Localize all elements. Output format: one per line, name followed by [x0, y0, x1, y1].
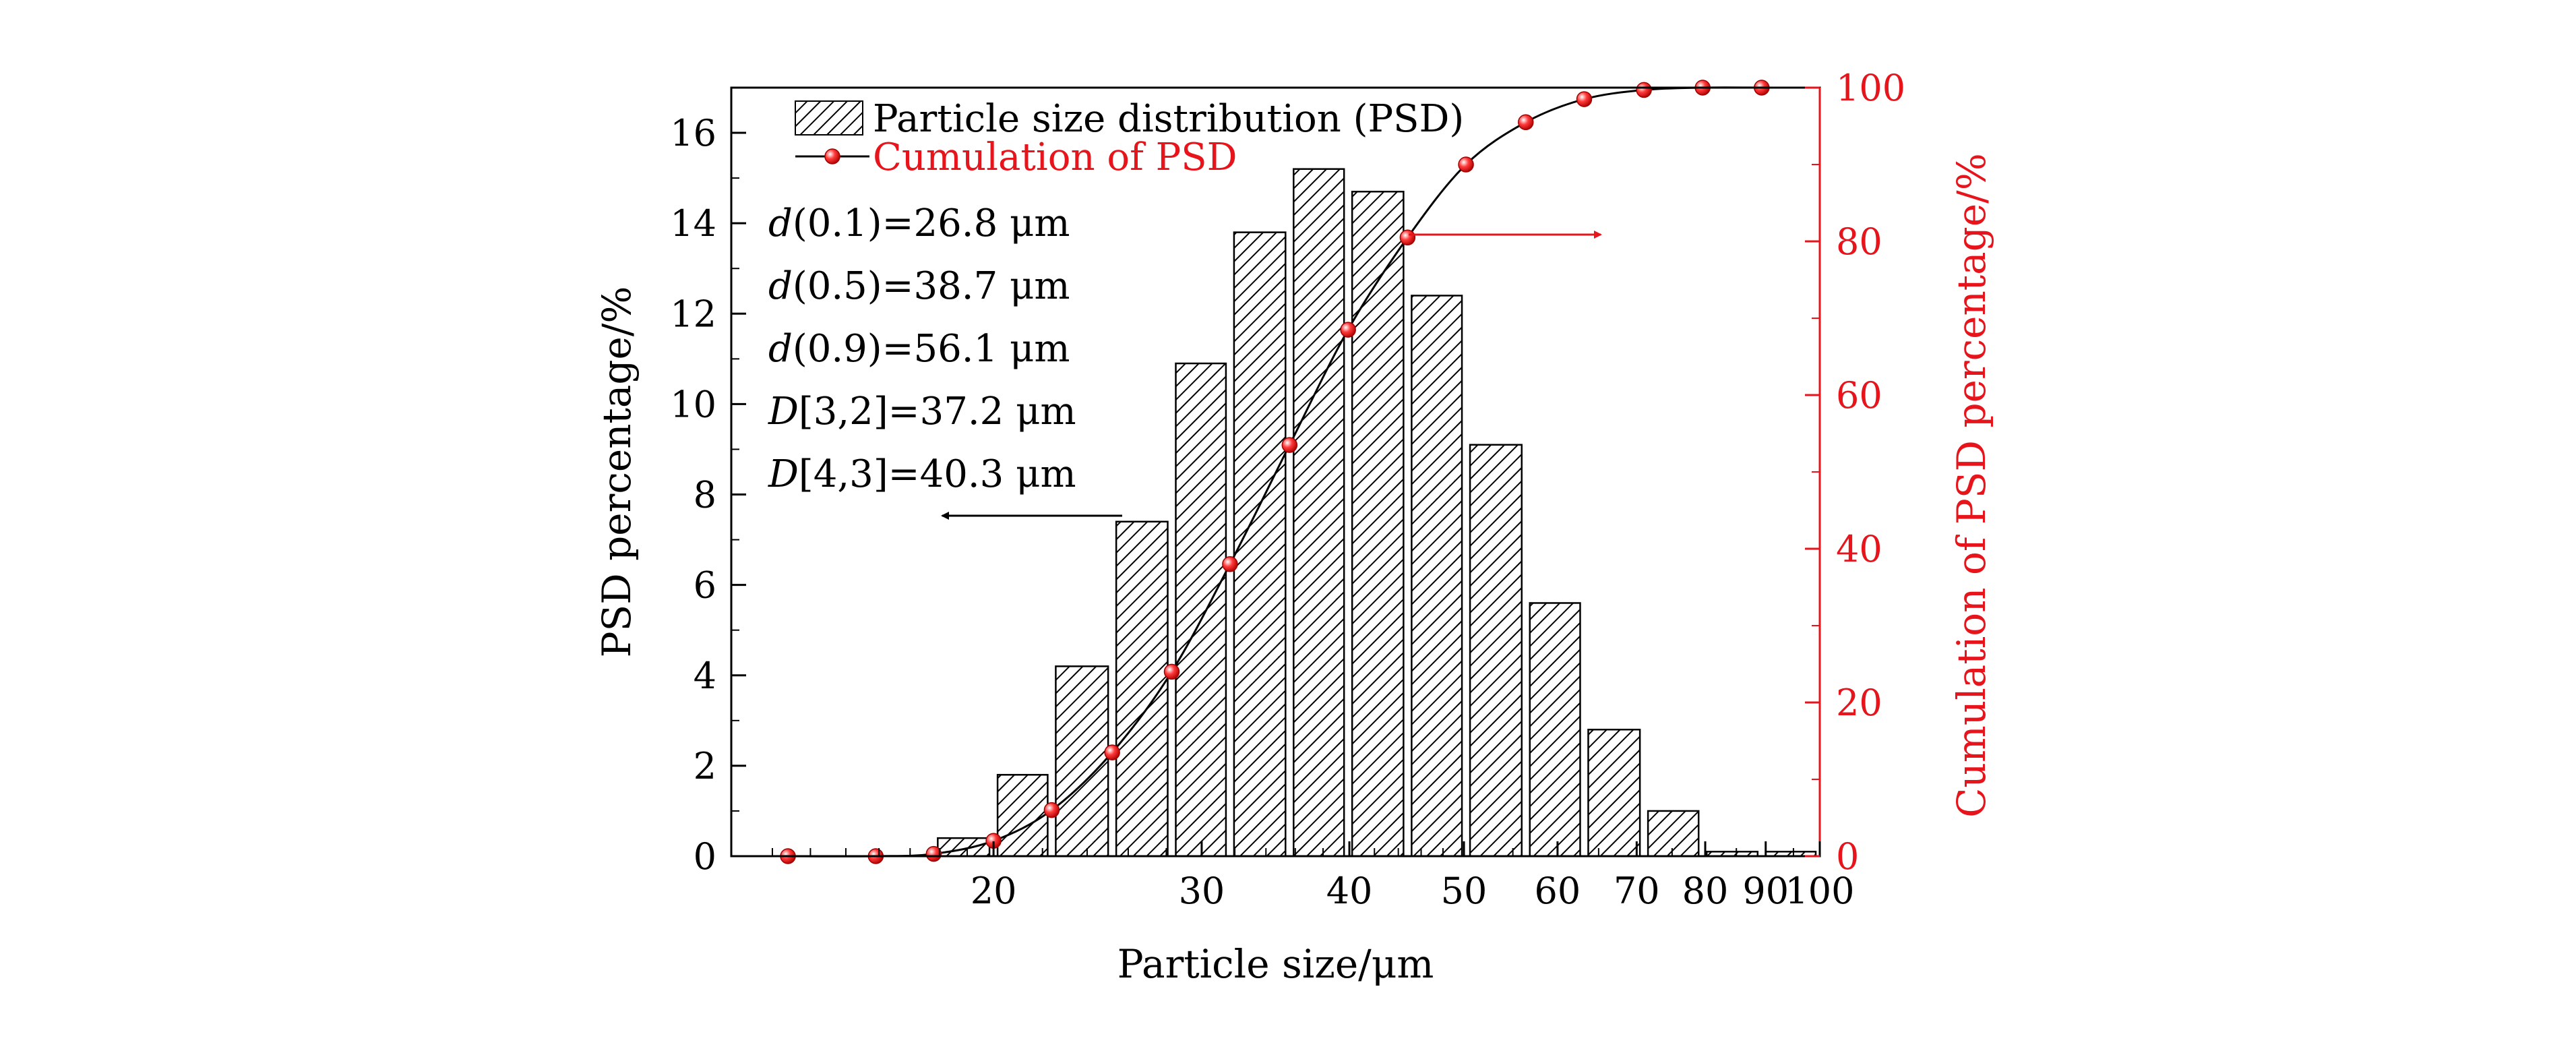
x-tick-label-8: 100	[1785, 870, 1854, 912]
psd-bar-10	[1529, 602, 1581, 858]
annotations: d(0.1)=26.8 μmd(0.5)=38.7 μmd(0.9)=56.1 …	[768, 202, 1076, 496]
cumulative-point-12	[1518, 114, 1534, 131]
psd-bar-4	[1175, 362, 1227, 858]
cumulative-point-14	[1636, 82, 1652, 98]
x-tick-label-7: 90	[1742, 870, 1789, 912]
x-tick-label-0: 20	[971, 870, 1017, 912]
annotation-0-value: (0.1)=26.8 μm	[793, 202, 1070, 245]
yr-tick-label-5: 100	[1836, 67, 1905, 109]
legend-line-label: Cumulation of PSD	[873, 136, 1237, 179]
psd-bar-7	[1351, 190, 1405, 858]
yl-tick-label-0: 0	[694, 835, 716, 878]
cumulative-point-13	[1576, 91, 1593, 107]
cumulative-point-2	[925, 845, 942, 862]
x-tick-label-2: 40	[1326, 870, 1373, 912]
psd-bar-0	[937, 837, 991, 858]
cumulative-point-5	[1104, 744, 1120, 760]
annotation-3: D[3,2]=37.2 μm	[768, 390, 1076, 433]
psd-bar-11	[1587, 728, 1641, 858]
cumulative-point-7	[1222, 556, 1238, 572]
yl-tick-label-3: 6	[694, 564, 716, 607]
yl-tick-label-4: 8	[694, 474, 716, 516]
x-axis-title: Particle size/μm	[1117, 941, 1434, 987]
legend-bar-swatch	[795, 100, 863, 136]
right-axis-ticks: 0 20 40 60 80 100	[1805, 67, 1905, 878]
x-tick-label-6: 80	[1682, 870, 1729, 912]
annotation-0-symbol: d	[768, 202, 793, 245]
cumulative-point-10	[1399, 229, 1416, 246]
yr-tick-label-1: 20	[1836, 682, 1882, 724]
cumulative-markers-layer	[780, 80, 1770, 864]
psd-bar-6	[1293, 168, 1345, 858]
psd-bar-2	[1055, 665, 1109, 858]
annotation-2-value: (0.9)=56.1 μm	[793, 327, 1070, 371]
yl-tick-label-5: 10	[670, 383, 716, 425]
annotation-0: d(0.1)=26.8 μm	[768, 202, 1070, 245]
yl-tick-label-2: 4	[694, 655, 716, 697]
yr-tick-label-3: 60	[1836, 374, 1882, 417]
right-axis-title: Cumulation of PSD percentage/%	[1949, 153, 1994, 818]
annotation-3-symbol: D	[768, 390, 799, 433]
annotation-4-symbol: D	[768, 452, 799, 496]
legend-bar-label: Particle size distribution (PSD)	[873, 97, 1464, 141]
annotation-1: d(0.5)=38.7 μm	[768, 264, 1070, 308]
annotation-1-value: (0.5)=38.7 μm	[793, 264, 1070, 308]
yl-tick-label-1: 2	[694, 745, 716, 787]
psd-bar-3	[1115, 520, 1169, 858]
yr-tick-label-4: 80	[1836, 220, 1882, 263]
yl-tick-label-6: 12	[670, 293, 716, 335]
x-tick-label-3: 50	[1441, 870, 1488, 912]
psd-bar-5	[1233, 231, 1287, 858]
annotation-4-value: [4,3]=40.3 μm	[799, 452, 1076, 496]
cumulative-point-6	[1163, 663, 1180, 680]
yl-tick-label-7: 14	[670, 202, 716, 245]
left-axis-ticks: 0 2 4 6 8 10 12 14 16	[670, 112, 746, 878]
x-tick-label-5: 70	[1614, 870, 1660, 912]
cumulative-point-8	[1281, 437, 1298, 453]
annotation-3-value: [3,2]=37.2 μm	[799, 390, 1076, 433]
annotation-2: d(0.9)=56.1 μm	[768, 327, 1070, 371]
legend-marker-swatch	[824, 148, 840, 164]
psd-bar-1	[996, 774, 1049, 858]
yr-tick-label-0: 0	[1836, 835, 1859, 878]
annotation-4: D[4,3]=40.3 μm	[768, 452, 1076, 496]
annotation-2-symbol: d	[768, 327, 793, 371]
psd-bar-8	[1411, 295, 1463, 858]
bars-layer	[937, 168, 1817, 858]
psd-bar-12	[1647, 810, 1700, 858]
cumulative-point-4	[1043, 802, 1060, 818]
psd-bar-9	[1469, 444, 1523, 858]
annotation-1-symbol: d	[768, 264, 793, 308]
cumulative-point-11	[1458, 156, 1474, 173]
yr-tick-label-2: 40	[1836, 528, 1882, 570]
left-axis-title: PSD percentage/%	[594, 286, 640, 657]
cumulative-point-9	[1340, 322, 1356, 338]
x-tick-label-1: 30	[1179, 870, 1225, 912]
x-tick-label-4: 60	[1535, 870, 1581, 912]
yl-tick-label-8: 16	[670, 112, 716, 154]
legend: Particle size distribution (PSD) Cumulat…	[795, 97, 1464, 179]
